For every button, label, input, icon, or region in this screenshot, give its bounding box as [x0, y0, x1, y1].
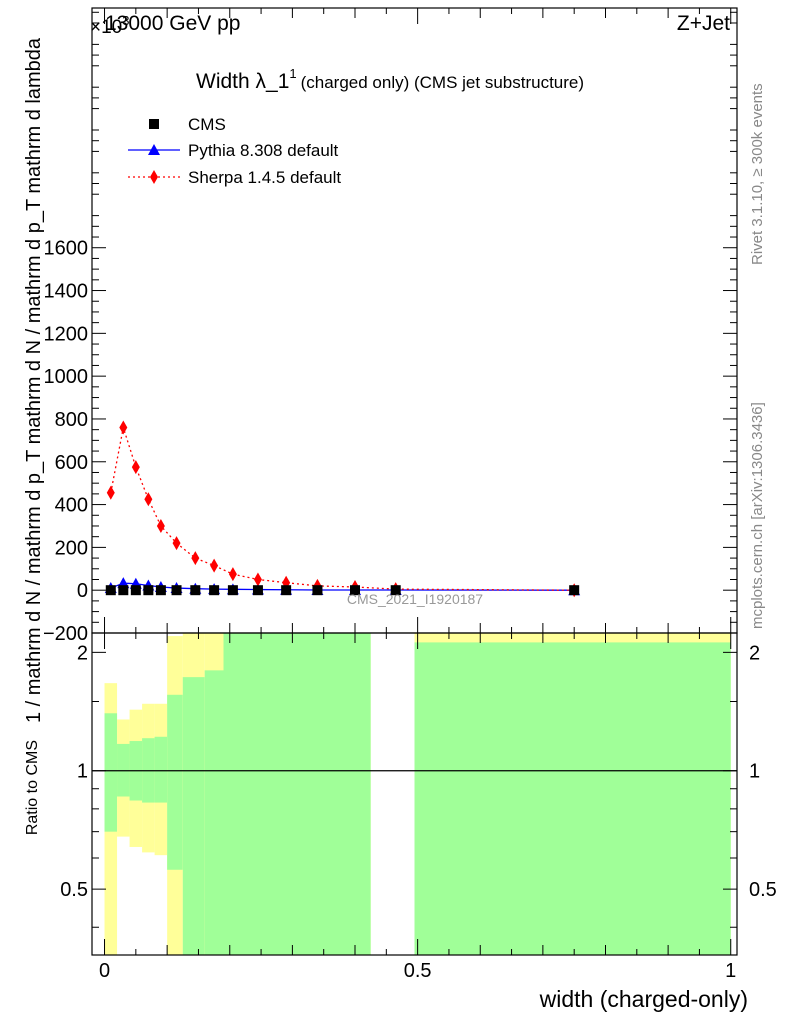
- square-data-point-0: [105, 585, 116, 596]
- main-y-tick-label-6: 1000: [44, 366, 89, 388]
- stat-uncertainty-band-bin-4: [154, 736, 168, 803]
- main-y-tick-label-8: 1400: [44, 281, 89, 303]
- main-y-axis-label: 1 / mathrm d N / mathrm d p_T mathrm d N…: [23, 37, 45, 723]
- diamond-data-point-5: [172, 536, 181, 551]
- legend-marker-0: [149, 119, 159, 129]
- series-line-diamond: [110, 427, 575, 591]
- main-y-tick-label-5: 800: [55, 409, 88, 431]
- diamond-data-point-7: [210, 558, 219, 573]
- square-data-point-12: [350, 585, 361, 596]
- ratio-y-tick-label-right-1: 1: [749, 761, 760, 783]
- axis-labels: 13000 GeV pp Z+Jet ×103 Width λ_11 (charg…: [23, 12, 766, 1012]
- legend: CMS Pythia 8.308 default Sherpa 1.4.5 defa…: [128, 115, 341, 187]
- mcplots-label: mcplots.cern.ch [arXiv:1306.3436]: [749, 402, 766, 629]
- square-data-point-2: [130, 585, 141, 596]
- square-data-point-5: [171, 585, 182, 596]
- legend-marker-2: [150, 170, 158, 184]
- plot-frames: [91, 7, 738, 956]
- main-y-tick-label-0: −200: [43, 623, 88, 645]
- main-y-tick-label-3: 400: [55, 495, 88, 517]
- legend-label-1: Pythia 8.308 default: [188, 141, 339, 160]
- ratio-y-tick-label-right-2: 2: [749, 642, 760, 664]
- main-y-tick-label-4: 600: [55, 452, 88, 474]
- square-data-point-9: [252, 585, 263, 596]
- diamond-data-point-8: [228, 567, 237, 582]
- plot-title: Width λ_11 (charged only) (CMS jet substr…: [196, 66, 584, 93]
- stat-uncertainty-band-bin-0: [104, 713, 118, 832]
- diamond-data-point-0: [106, 485, 115, 500]
- square-data-point-6: [190, 585, 201, 596]
- stat-uncertainty-band-bin-9: [414, 642, 731, 955]
- axis-ticks: −200 0 200 400 600 800 1000 1200 1400 1600 0 0.5 1 0.…: [43, 8, 777, 982]
- x-axis-label: width (charged-only): [539, 986, 748, 1012]
- stat-uncertainty-band-bin-5: [167, 694, 183, 870]
- square-data-point-10: [281, 585, 292, 596]
- diamond-data-point-3: [144, 492, 153, 507]
- ratio-y-tick-label-left-1: 1: [77, 761, 88, 783]
- square-data-point-7: [209, 585, 220, 596]
- ratio-bands: [92, 633, 737, 955]
- square-data-point-4: [155, 585, 166, 596]
- diamond-data-point-9: [253, 572, 262, 587]
- square-data-point-1: [118, 585, 129, 596]
- main-y-tick-label-7: 1200: [44, 323, 89, 345]
- diamond-data-point-1: [119, 420, 128, 435]
- main-plot-frame: [91, 7, 738, 634]
- energy-label: 13000 GeV pp: [105, 12, 240, 35]
- stat-uncertainty-band-bin-8: [223, 633, 371, 955]
- square-data-point-14: [569, 585, 580, 596]
- process-label: Z+Jet: [677, 12, 730, 35]
- legend-label-2: Sherpa 1.4.5 default: [188, 168, 341, 187]
- stat-uncertainty-band-bin-7: [204, 670, 224, 955]
- x-tick-label-1: 0.5: [404, 960, 432, 982]
- square-data-point-13: [390, 585, 401, 596]
- legend-marker-1: [148, 144, 160, 155]
- analysis-label: CMS_2021_I1920187: [347, 591, 483, 607]
- main-y-tick-label-2: 200: [55, 537, 88, 559]
- main-y-tick-label-9: 1600: [44, 238, 89, 260]
- diamond-data-point-2: [131, 460, 140, 475]
- y-multiplier: ×103: [90, 13, 129, 38]
- main-y-tick-label-1: 0: [77, 580, 88, 602]
- diamond-data-point-4: [156, 518, 165, 533]
- ratio-plot-frame: [91, 632, 738, 956]
- ratio-y-tick-label-left-0: 0.5: [60, 879, 88, 901]
- square-data-point-11: [312, 585, 323, 596]
- x-tick-label-0: 0: [99, 960, 110, 982]
- stat-uncertainty-band-bin-6: [182, 677, 205, 955]
- square-data-point-8: [227, 585, 238, 596]
- diamond-data-point-6: [191, 551, 200, 566]
- ratio-y-tick-label-right-0: 0.5: [749, 879, 777, 901]
- ratio-y-axis-label: Ratio to CMS: [24, 740, 41, 835]
- x-tick-label-2: 1: [725, 960, 736, 982]
- main-series: [104, 420, 581, 598]
- legend-label-0: CMS: [188, 115, 226, 134]
- rivet-label: Rivet 3.1.10, ≥ 300k events: [749, 83, 766, 265]
- ratio-y-tick-label-left-2: 2: [77, 642, 88, 664]
- square-data-point-3: [143, 585, 154, 596]
